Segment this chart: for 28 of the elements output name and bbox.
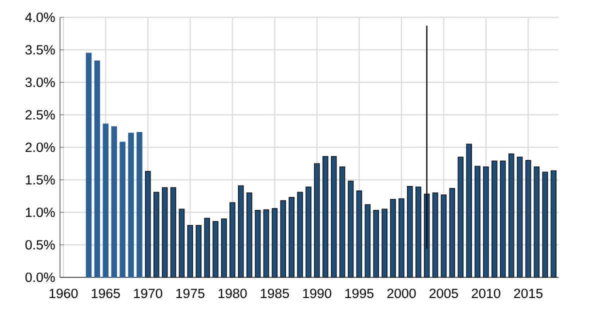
bar (111, 126, 117, 278)
x-tick-label: 1960 (50, 288, 78, 298)
y-tick-label: 0.0% (25, 272, 55, 282)
x-tick-label: 2005 (430, 288, 458, 298)
y-tick-label: 2.0% (26, 142, 55, 152)
y-tick-label: 1.0% (26, 208, 55, 218)
x-tick-label: 2000 (387, 288, 416, 298)
x-tick-label: 2015 (514, 288, 543, 298)
x-tick-label: 1975 (176, 288, 204, 298)
bar (120, 142, 126, 278)
x-tick-label: 1965 (92, 288, 120, 298)
bar (136, 132, 142, 278)
y-tick-label: 1.5% (26, 175, 55, 185)
y-tick-label: 3.0% (25, 78, 55, 88)
bar (102, 124, 109, 278)
x-tick-label: 1985 (260, 288, 289, 298)
bar (86, 52, 92, 278)
y-tick-label: 4.0% (25, 12, 55, 22)
x-tick-label: 2010 (472, 288, 500, 298)
bar (94, 60, 100, 278)
y-tick-label: 3.5% (25, 45, 55, 55)
y-tick-label: 0.5% (25, 240, 55, 250)
x-tick-label: 1995 (345, 288, 374, 298)
x-tick-label: 1990 (303, 288, 332, 298)
x-tick-label: 1980 (218, 288, 247, 298)
bar (128, 132, 134, 278)
y-tick-label: 2.5% (26, 110, 55, 120)
x-tick-label: 1970 (134, 288, 162, 298)
